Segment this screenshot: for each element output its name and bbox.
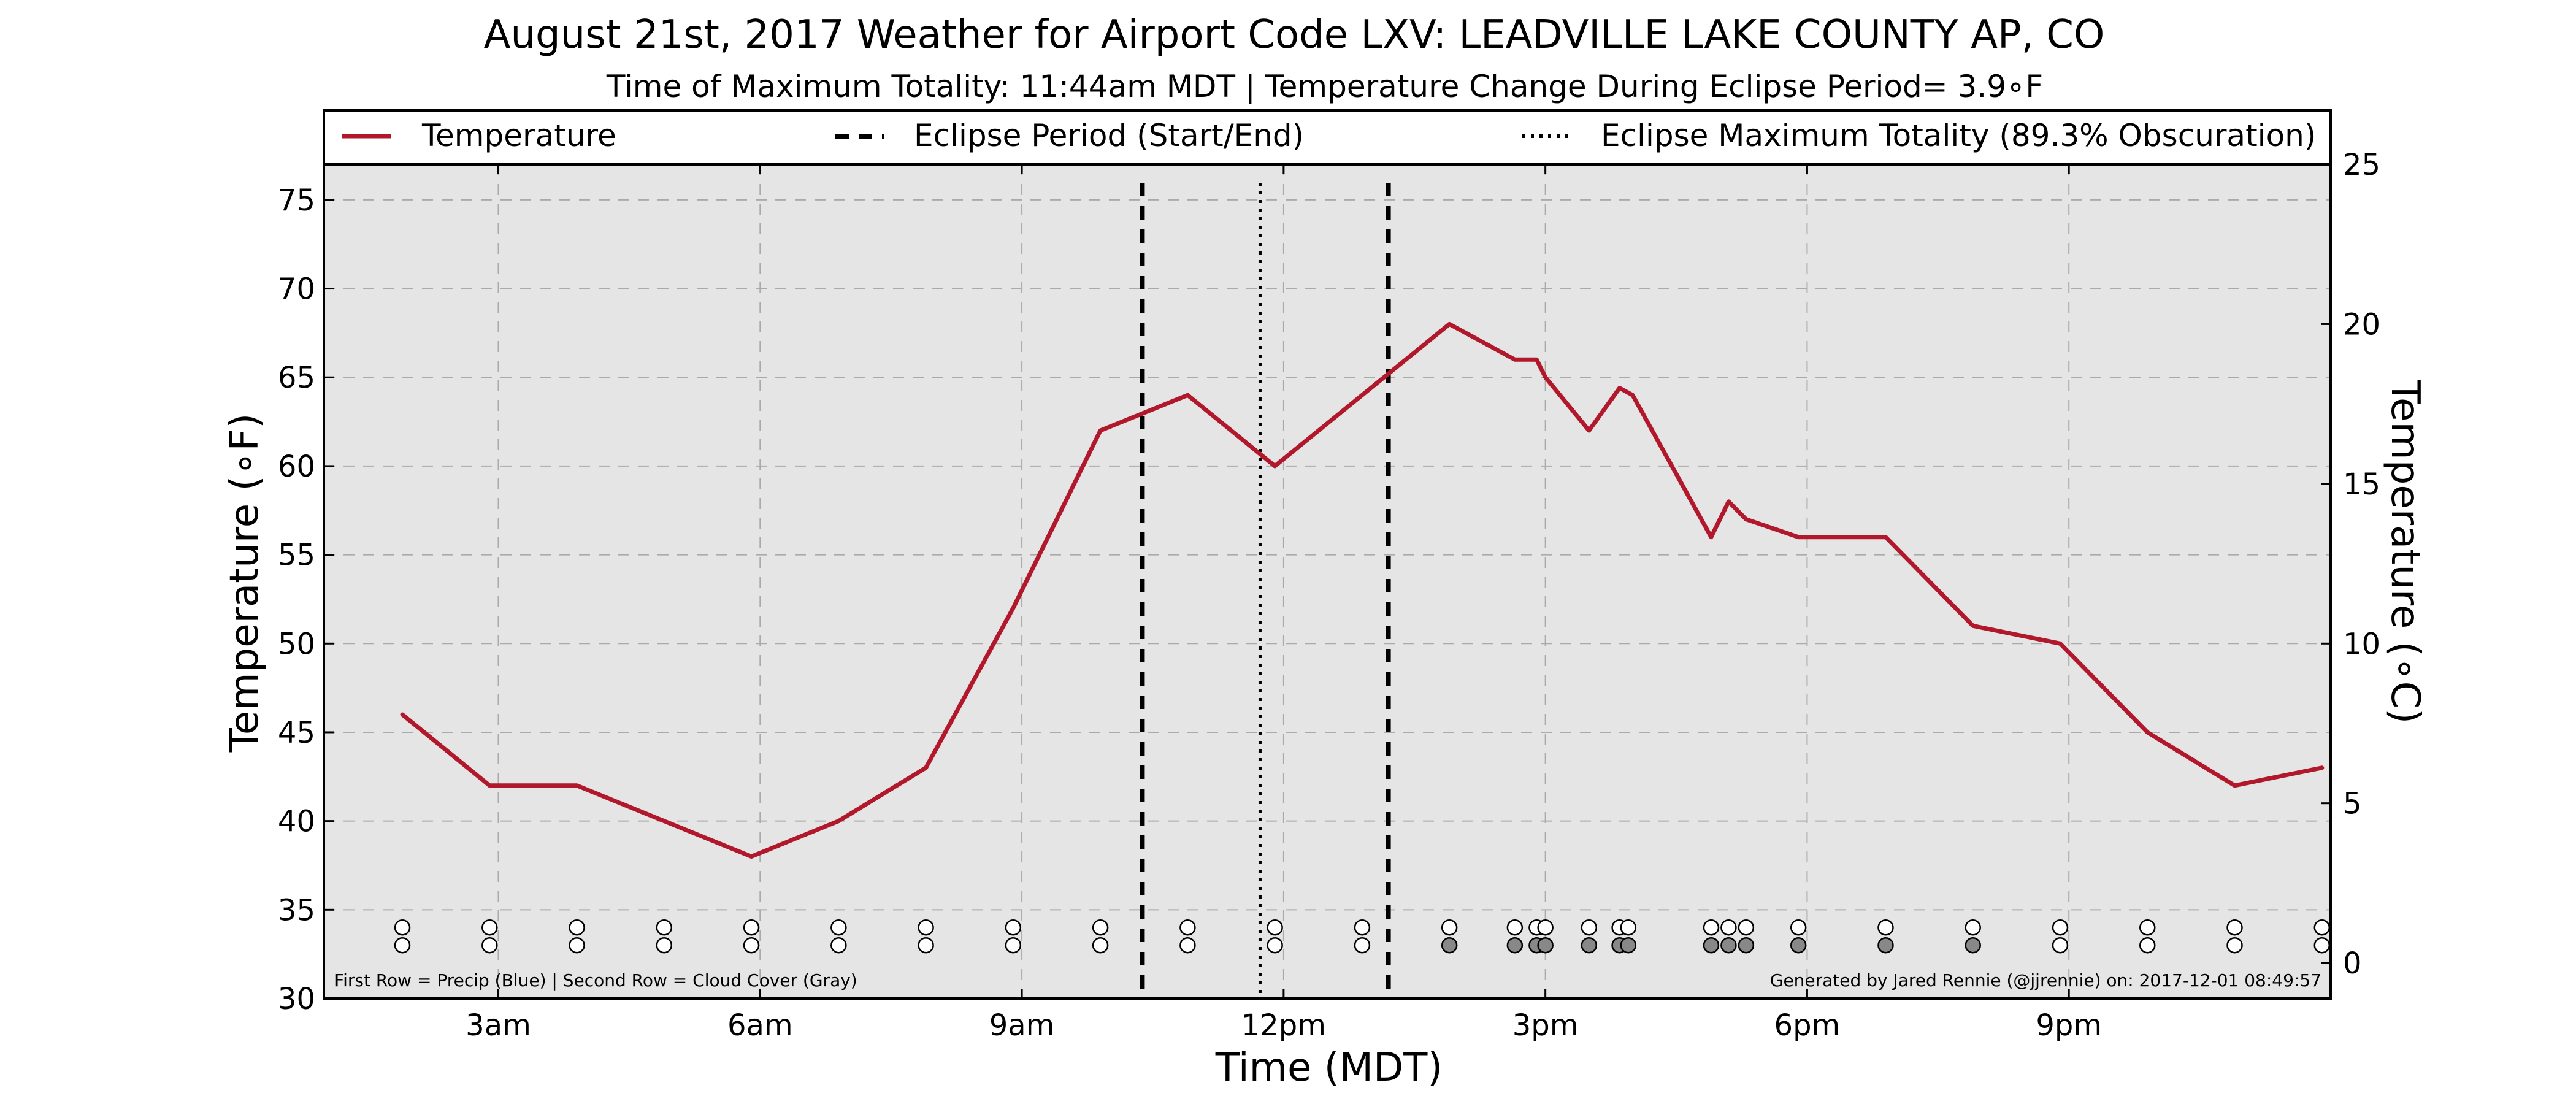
x-tick-label: 6pm — [1774, 1008, 1841, 1043]
legend-box — [323, 109, 2332, 166]
legend-label-temperature: Temperature — [421, 118, 616, 153]
temperature-line — [400, 321, 2325, 859]
x-tick-label: 12pm — [1241, 1008, 1326, 1043]
precip-marker — [2313, 919, 2331, 936]
precip-marker — [1581, 919, 1598, 936]
precip-marker — [1790, 919, 1807, 936]
x-tick-label: 3am — [466, 1008, 531, 1043]
precip-marker — [569, 919, 585, 936]
cloud-marker — [830, 937, 847, 954]
cloud-marker — [2226, 937, 2243, 954]
precip-marker — [1267, 919, 1283, 936]
legend-label-eclipse-max: Eclipse Maximum Totality (89.3% Obscurat… — [1601, 118, 2316, 153]
y-axis-right-ticks: 0 5 10 15 20 25 — [2321, 148, 2380, 981]
y-axis-right-label: Temperature (∘C) — [2382, 380, 2428, 724]
cloud-marker — [2052, 937, 2069, 954]
precip-marker — [2139, 919, 2156, 936]
precip-marker — [1620, 919, 1637, 936]
x-tick-label: 9pm — [2036, 1008, 2102, 1043]
precip-marker — [1877, 919, 1894, 936]
cloud-marker — [1005, 937, 1022, 954]
precip-marker — [2226, 919, 2243, 936]
precip-marker — [481, 919, 498, 936]
x-tick-label: 6am — [727, 1008, 793, 1043]
precip-marker — [394, 919, 411, 936]
precip-marker — [1441, 919, 1458, 936]
precip-marker — [1738, 919, 1755, 936]
precip-marker — [830, 919, 847, 936]
legend: Temperature Eclipse Period (Start/End) E… — [323, 109, 2332, 166]
y-tick-label: 30 — [278, 982, 315, 1016]
x-axis-label: Time (MDT) — [1215, 1045, 1443, 1091]
cloud-marker — [1267, 937, 1283, 954]
y-tick-label: 65 — [278, 361, 315, 395]
grid-lines — [324, 164, 2331, 999]
cloud-marker — [1092, 937, 1109, 954]
precip-marker — [1005, 919, 1022, 936]
y-axis-left-ticks: 30 35 40 45 50 55 60 65 70 75 — [278, 183, 334, 1016]
y-tick-label: 35 — [278, 893, 315, 927]
precip-marker — [2052, 919, 2069, 936]
y2-tick-label: 10 — [2343, 627, 2380, 661]
chart-subtitle: Time of Maximum Totality: 11:44am MDT | … — [606, 69, 2043, 104]
cloud-marker — [1581, 937, 1598, 954]
cloud-marker — [918, 937, 934, 954]
y-tick-label: 45 — [278, 716, 315, 750]
precip-marker — [1720, 919, 1737, 936]
annotation-bottom-right: Generated by Jared Rennie (@jjrennie) on… — [1770, 970, 2321, 991]
precip-marker — [1092, 919, 1109, 936]
precip-marker — [918, 919, 934, 936]
x-tick-label: 9am — [989, 1008, 1055, 1043]
cloud-marker — [1620, 937, 1637, 954]
cloud-marker — [1179, 937, 1196, 954]
precip-cloud-markers — [394, 919, 2331, 954]
y-tick-label: 50 — [278, 627, 315, 661]
precip-marker — [743, 919, 760, 936]
cloud-marker — [1354, 937, 1371, 954]
annotation-bottom-left: First Row = Precip (Blue) | Second Row =… — [334, 970, 857, 991]
precip-marker — [1537, 919, 1554, 936]
cloud-marker — [2139, 937, 2156, 954]
cloud-marker — [394, 937, 411, 954]
cloud-marker — [569, 937, 585, 954]
cloud-marker — [1965, 937, 1981, 954]
y2-tick-label: 20 — [2343, 307, 2380, 342]
cloud-marker — [1703, 937, 1720, 954]
cloud-marker — [1537, 937, 1554, 954]
chart-title: August 21st, 2017 Weather for Airport Co… — [484, 12, 2105, 58]
y-tick-label: 55 — [278, 539, 315, 573]
precip-marker — [656, 919, 673, 936]
y-tick-label: 60 — [278, 450, 315, 484]
cloud-marker — [2313, 937, 2331, 954]
cloud-marker — [1877, 937, 1894, 954]
eclipse-lines — [1140, 183, 1391, 999]
x-axis-ticks: 3am 6am 9am 12pm 3pm 6pm 9pm — [466, 164, 2102, 1043]
x-tick-label: 3pm — [1512, 1008, 1579, 1043]
cloud-marker — [656, 937, 673, 954]
cloud-marker — [481, 937, 498, 954]
y-axis-left-label: Temperature (∘F) — [222, 413, 267, 753]
y-tick-label: 70 — [278, 272, 315, 307]
y2-tick-label: 0 — [2343, 946, 2362, 981]
precip-marker — [1179, 919, 1196, 936]
cloud-marker — [1441, 937, 1458, 954]
precip-marker — [1354, 919, 1371, 936]
precip-marker — [1703, 919, 1720, 936]
y2-tick-label: 25 — [2343, 148, 2380, 182]
precip-marker — [1965, 919, 1981, 936]
cloud-marker — [1506, 937, 1524, 954]
y2-tick-label: 5 — [2343, 787, 2362, 821]
cloud-marker — [1790, 937, 1807, 954]
legend-label-eclipse-period: Eclipse Period (Start/End) — [914, 118, 1304, 153]
cloud-marker — [1738, 937, 1755, 954]
cloud-marker — [1720, 937, 1737, 954]
plot-area — [324, 164, 2331, 999]
y-tick-label: 40 — [278, 805, 315, 839]
precip-marker — [1506, 919, 1524, 936]
y-tick-label: 75 — [278, 183, 315, 218]
y2-tick-label: 15 — [2343, 467, 2380, 502]
cloud-marker — [743, 937, 760, 954]
